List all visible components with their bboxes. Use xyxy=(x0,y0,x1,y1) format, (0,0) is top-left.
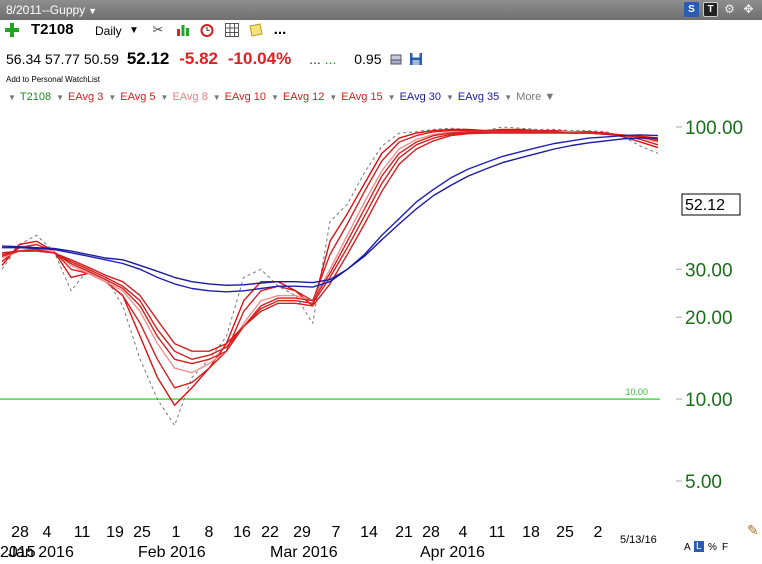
legend-item[interactable]: T2108 xyxy=(19,91,52,103)
indicator-dots-b: ... xyxy=(324,51,337,67)
quote-line: 56.34 57.77 50.59 52.12 -5.82 -10.04% ..… xyxy=(6,49,423,69)
price-change: -5.82 xyxy=(179,49,218,68)
add-to-watchlist-link[interactable]: Add to Personal WatchList xyxy=(6,75,100,84)
x-day-label: 25 xyxy=(556,524,574,541)
x-day-label: 4 xyxy=(459,524,468,541)
legend-item-chevron-down-icon[interactable]: ▼ xyxy=(445,93,454,102)
y-tick-label: 5.00 xyxy=(685,472,722,493)
grid-icon[interactable] xyxy=(225,23,239,37)
period-select[interactable]: Daily xyxy=(95,24,122,38)
legend-more-button[interactable]: More ▼ xyxy=(516,91,556,103)
x-month-label: Jan 2016 xyxy=(8,544,74,561)
indicator-legend-bar: ▼ T2108 ▼ EAvg 3 ▼ EAvg 5 ▼ EAvg 8 ▼ EAvg 10 ▼ EAvg… xyxy=(0,88,762,108)
last-value-box xyxy=(681,193,741,216)
percent-scale-button[interactable]: % xyxy=(708,542,717,553)
reference-line-label: 10.00 xyxy=(625,387,648,397)
legend-item-chevron-down-icon[interactable]: ▼ xyxy=(160,93,169,102)
log-scale-button[interactable]: L xyxy=(694,541,704,552)
series-line-eavg-3 xyxy=(1,128,659,406)
x-day-label: 1 xyxy=(172,524,181,541)
x-day-label: 25 xyxy=(133,524,151,541)
auto-scale-button[interactable]: A xyxy=(684,542,691,553)
add-icon[interactable] xyxy=(5,23,19,37)
move-icon[interactable]: ✥ xyxy=(743,2,754,16)
more-options-button[interactable]: ... xyxy=(273,21,287,38)
last-value-label: 52.12 xyxy=(685,197,725,214)
legend-item[interactable]: EAvg 3 xyxy=(68,91,104,103)
price-change-percent: -10.04% xyxy=(227,49,292,68)
x-day-label: 14 xyxy=(360,524,378,541)
chart-date-label: 5/13/16 xyxy=(620,534,657,546)
t-button[interactable]: T xyxy=(703,2,718,17)
legend-item-chevron-down-icon[interactable]: ▼ xyxy=(329,93,338,102)
legend-item-chevron-down-icon[interactable]: ▼ xyxy=(271,93,279,102)
stack-icon[interactable] xyxy=(389,51,407,67)
settings-icon[interactable]: ⚙ xyxy=(724,2,735,16)
open-value: 56.34 xyxy=(6,51,42,67)
legend-item-chevron-down-icon[interactable]: ▼ xyxy=(212,93,221,102)
window-title-bar: 8/2011--Guppy ▼ S T ⚙ ✥ xyxy=(0,0,762,20)
legend-item[interactable]: EAvg 8 xyxy=(172,91,208,103)
x-day-label: 11 xyxy=(74,524,91,541)
alarm-clock-icon[interactable] xyxy=(200,23,214,37)
x-day-label: 2 xyxy=(594,524,603,541)
x-day-label: 11 xyxy=(489,524,506,541)
legend-item[interactable]: EAvg 10 xyxy=(224,91,267,103)
x-month-label: Mar 2016 xyxy=(270,544,338,561)
x-day-label: 22 xyxy=(261,524,279,541)
x-day-label: 21 xyxy=(395,524,413,541)
indicator-dots-a: ... xyxy=(309,51,321,67)
ratio-value: 0.95 xyxy=(354,51,382,67)
x-day-label: 28 xyxy=(422,524,440,541)
x-day-label: 8 xyxy=(205,524,214,541)
x-day-label: 7 xyxy=(332,524,341,541)
legend-item[interactable]: EAvg 15 xyxy=(341,91,383,103)
last-price: 52.12 xyxy=(126,49,170,68)
tools-icon[interactable]: ✂ xyxy=(152,22,164,37)
legend-item[interactable]: EAvg 35 xyxy=(457,91,500,103)
indicator-legend: ▼ T2108 ▼ EAvg 3 ▼ EAvg 5 ▼ EAvg 8 ▼ EAvg 10 ▼ EAvg… xyxy=(8,91,559,103)
y-tick-label: 30.00 xyxy=(685,260,733,281)
x-day-label: 19 xyxy=(106,524,124,541)
x-day-label: 29 xyxy=(293,524,311,541)
series-line-eavg-35 xyxy=(1,137,658,286)
legend-item[interactable]: EAvg 5 xyxy=(120,91,156,103)
period-chevron-down-icon[interactable]: ▼ xyxy=(129,25,139,36)
series-line-eavg-15 xyxy=(1,132,659,352)
fit-scale-button[interactable]: F xyxy=(722,542,729,553)
series-line-eavg-10 xyxy=(1,131,659,365)
legend-item-chevron-down-icon[interactable]: ▼ xyxy=(504,93,513,102)
x-month-label: Apr 2016 xyxy=(420,544,485,561)
chart-toolbar: T2108 Daily ▼ ✂ ... 56.34 57.77 50.59 52… xyxy=(0,20,762,88)
series-line-eavg-8 xyxy=(1,131,659,374)
high-value: 57.77 xyxy=(44,51,80,67)
x-day-label: 4 xyxy=(43,524,52,541)
x-month-label: Feb 2016 xyxy=(138,544,206,561)
x-day-label: 18 xyxy=(522,524,540,541)
x-month-label: 2015 xyxy=(0,544,36,561)
y-tick-label: 20.00 xyxy=(685,308,733,329)
x-day-label: 16 xyxy=(233,524,251,541)
low-value: 50.59 xyxy=(83,51,119,67)
legend-collapse-icon[interactable]: ▼ xyxy=(8,93,16,102)
series-line-eavg-12 xyxy=(1,131,659,360)
legend-item[interactable]: EAvg 12 xyxy=(282,91,325,103)
bar-chart-icon[interactable] xyxy=(176,23,190,37)
draw-pencil-icon[interactable]: ✎ xyxy=(747,522,759,538)
symbol-label[interactable]: T2108 xyxy=(31,21,74,38)
y-tick-label: 10.00 xyxy=(685,390,733,411)
legend-item[interactable]: EAvg 30 xyxy=(399,91,441,103)
window-title[interactable]: 8/2011--Guppy ▼ xyxy=(6,3,98,17)
legend-item-chevron-down-icon[interactable]: ▼ xyxy=(387,93,396,102)
x-day-label: 28 xyxy=(11,524,29,541)
save-icon[interactable] xyxy=(409,51,423,67)
s-button[interactable]: S xyxy=(684,2,699,17)
series-line-eavg-30 xyxy=(2,134,659,293)
note-icon[interactable] xyxy=(249,23,263,37)
legend-item-chevron-down-icon[interactable]: ▼ xyxy=(108,93,117,102)
y-tick-label: 100.00 xyxy=(685,118,743,139)
legend-item-chevron-down-icon[interactable]: ▼ xyxy=(56,93,65,102)
